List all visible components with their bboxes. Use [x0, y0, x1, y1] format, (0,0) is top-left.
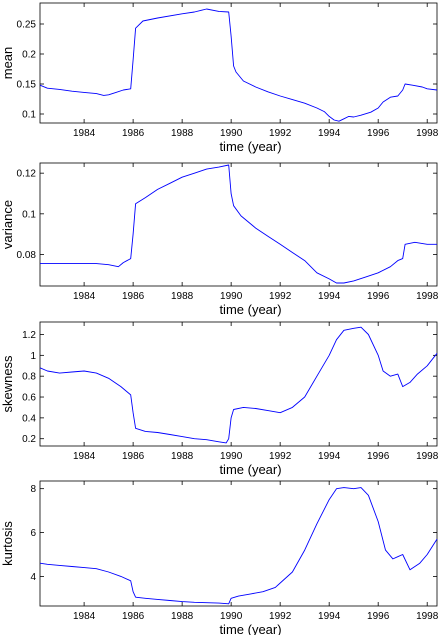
- x-tick-label: 1986: [122, 611, 145, 622]
- y-tick-label: 0.8: [22, 372, 36, 383]
- y-tick-label: 0.6: [22, 393, 36, 404]
- panel-mean: 1984 1986 1988 1990 1992 1994 1996 1998 0.1 0.15 0…: [0, 2, 439, 154]
- y-tick-label: 0.25: [17, 20, 37, 31]
- x-tick-label: 1998: [416, 451, 439, 462]
- plot-frame: [39, 321, 438, 447]
- x-tick-label: 1996: [367, 611, 390, 622]
- x-tick-label: 1994: [318, 611, 341, 622]
- x-tick-label: 1988: [171, 291, 194, 302]
- x-tick-label: 1996: [367, 291, 390, 302]
- y-axis-label: variance: [0, 200, 15, 249]
- x-tick-label: 1988: [171, 128, 194, 139]
- y-axis-label: kurtosis: [0, 521, 15, 566]
- x-tick-label: 1994: [318, 451, 341, 462]
- x-tick-label: 1996: [367, 128, 390, 139]
- x-axis-label: time (year): [219, 462, 281, 477]
- series-line-skewness: [39, 326, 438, 444]
- x-tick-label: 1990: [220, 451, 243, 462]
- y-tick-label: 0.08: [17, 250, 37, 261]
- series-line-variance: [40, 164, 437, 284]
- panel-variance: 1984 1986 1988 1990 1992 1994 1996 1998 0.08 0.1 0…: [0, 162, 439, 317]
- x-tick-label: 1990: [220, 128, 243, 139]
- y-tick-label: 0.1: [22, 110, 36, 121]
- x-tick-label: 1992: [269, 128, 292, 139]
- x-tick-label: 1986: [122, 291, 145, 302]
- plot-frame: [39, 2, 438, 124]
- y-tick-label: 0.12: [17, 169, 37, 180]
- y-tick-label: 0.2: [22, 50, 36, 61]
- x-tick-label: 1992: [269, 451, 292, 462]
- x-tick-label: 1994: [318, 291, 341, 302]
- y-tick-label: 8: [30, 484, 36, 495]
- y-tick-label: 0.4: [22, 413, 36, 424]
- x-tick-label: 1994: [318, 128, 341, 139]
- x-tick-label: 1992: [269, 611, 292, 622]
- x-tick-label: 1998: [416, 611, 439, 622]
- x-axis-label: time (year): [219, 139, 281, 154]
- y-tick-label: 1: [30, 351, 36, 362]
- x-axis-label: time (year): [219, 622, 281, 635]
- x-tick-label: 1998: [416, 128, 439, 139]
- x-tick-label: 1984: [73, 611, 96, 622]
- series-line-kurtosis: [39, 487, 438, 605]
- y-tick-label: 0.1: [22, 209, 36, 220]
- x-axis-label: time (year): [219, 302, 281, 317]
- x-tick-label: 1984: [73, 451, 96, 462]
- y-tick-label: 0.15: [17, 80, 37, 91]
- series-line-mean: [39, 8, 438, 122]
- x-tick-label: 1986: [122, 451, 145, 462]
- panel-skewness: 1984 1986 1988 1990 1992 1994 1996 1998 0.2 0.4 0.…: [0, 321, 439, 477]
- plot-frame: [39, 480, 438, 607]
- x-tick-label: 1990: [220, 611, 243, 622]
- x-tick-label: 1992: [269, 291, 292, 302]
- x-tick-label: 1984: [73, 128, 96, 139]
- x-tick-label: 1996: [367, 451, 390, 462]
- y-tick-label: 1.2: [22, 330, 36, 341]
- y-axis-label: skewness: [0, 355, 15, 413]
- x-tick-label: 1986: [122, 128, 145, 139]
- panel-kurtosis: 1984 1986 1988 1990 1992 1994 1996 1998 4 6 8 time …: [0, 480, 439, 637]
- x-tick-label: 1984: [73, 291, 96, 302]
- y-tick-label: 0.2: [22, 434, 36, 445]
- y-tick-label: 6: [30, 528, 36, 539]
- y-axis-label: mean: [0, 47, 15, 80]
- x-tick-label: 1998: [416, 291, 439, 302]
- plot-frame: [39, 162, 438, 287]
- x-tick-label: 1988: [171, 451, 194, 462]
- x-tick-label: 1988: [171, 611, 194, 622]
- x-tick-label: 1990: [220, 291, 243, 302]
- y-tick-label: 4: [30, 572, 36, 583]
